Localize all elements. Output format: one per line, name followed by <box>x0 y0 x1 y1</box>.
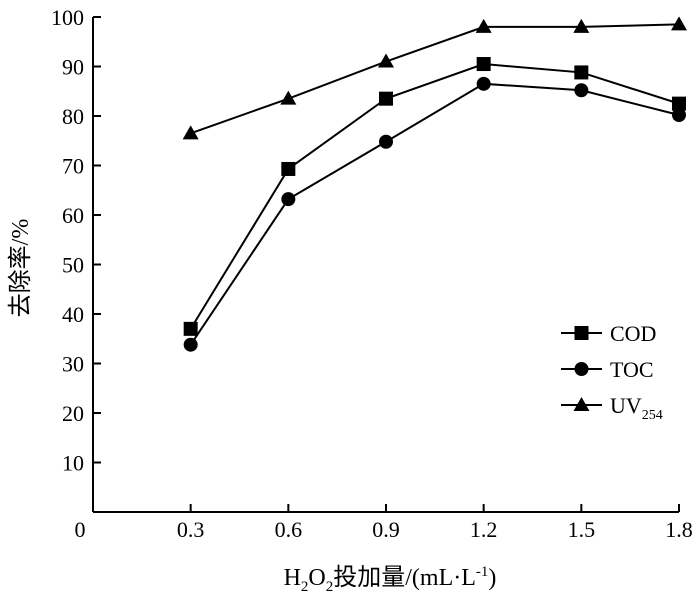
x-axis-title-sub2: 2 <box>326 579 334 595</box>
y-tick-label: 20 <box>62 401 84 426</box>
data-point-toc <box>574 83 589 98</box>
y-tick-label: 30 <box>62 352 84 377</box>
data-point-uv <box>671 16 687 31</box>
data-point-cod <box>183 321 198 336</box>
x-tick-label: 0.3 <box>177 517 205 542</box>
x-tick-label: 0.6 <box>275 517 303 542</box>
x-axis-title-sub1: 2 <box>301 579 309 595</box>
legend-marker <box>574 362 589 376</box>
y-tick-label: 70 <box>62 154 84 179</box>
y-tick-label: 40 <box>62 302 84 327</box>
data-point-uv <box>573 18 590 33</box>
data-point-uv <box>280 90 297 105</box>
y-tick-label: 60 <box>62 203 84 228</box>
data-point-toc <box>476 76 491 91</box>
data-point-cod <box>379 91 393 106</box>
x-tick-label: 1.5 <box>568 517 596 542</box>
x-tick-label: 0.9 <box>372 517 400 542</box>
data-point-cod <box>476 57 491 72</box>
data-point-cod <box>281 161 296 176</box>
series-markers <box>182 16 687 352</box>
data-point-cod <box>574 65 589 80</box>
series-line-cod <box>189 63 680 330</box>
y-tick-label: 90 <box>62 55 84 80</box>
legend-marker <box>574 326 589 340</box>
series-lines <box>189 23 680 346</box>
data-point-cod <box>672 96 686 111</box>
series-line-toc <box>189 82 680 346</box>
x-axis-title-end: ) <box>488 565 496 591</box>
x-axis-title: H2O2投加量/(mL·L-1) <box>284 564 497 595</box>
y-tick-label: 100 <box>51 5 84 30</box>
x-axis-title-pre: H <box>284 565 301 591</box>
data-point-uv <box>475 18 492 33</box>
y-tick-label: 10 <box>62 451 84 476</box>
ticks: 10 20 30 40 50 60 70 80 90 100 0 0.3 0.6 0.9 1.2 1.5 1.8 <box>51 5 693 542</box>
x-axis-title-sup: -1 <box>476 564 489 580</box>
x-tick-label: 1.8 <box>665 517 693 542</box>
data-point-toc <box>379 134 393 149</box>
data-point-toc <box>281 192 296 207</box>
series-line-uv <box>190 23 680 135</box>
legend-label: UV254 <box>610 393 663 423</box>
data-point-toc <box>672 108 686 123</box>
legend-marker <box>573 397 590 411</box>
x-axis-title-mid: O <box>308 565 325 591</box>
legend: COD TOC UV254 <box>561 321 663 423</box>
axes <box>92 17 679 513</box>
legend-label-sub: 254 <box>642 408 663 423</box>
y-tick-label: 80 <box>62 104 84 129</box>
legend-label-main: TOC <box>610 357 654 382</box>
legend-label-main: UV <box>610 393 642 418</box>
legend-label: COD <box>610 321 656 346</box>
y-axis-title: 去除率/% <box>7 219 34 318</box>
legend-label: TOC <box>610 357 654 382</box>
data-point-toc <box>183 337 198 352</box>
x-axis-title-post: 投加量/(mL·L <box>333 564 476 591</box>
x-tick-label: 0 <box>75 517 86 542</box>
legend-label-main: COD <box>610 321 656 346</box>
data-point-uv <box>182 125 199 140</box>
y-tick-label: 50 <box>62 253 84 278</box>
x-tick-label: 1.2 <box>470 517 498 542</box>
data-point-uv <box>378 53 394 68</box>
